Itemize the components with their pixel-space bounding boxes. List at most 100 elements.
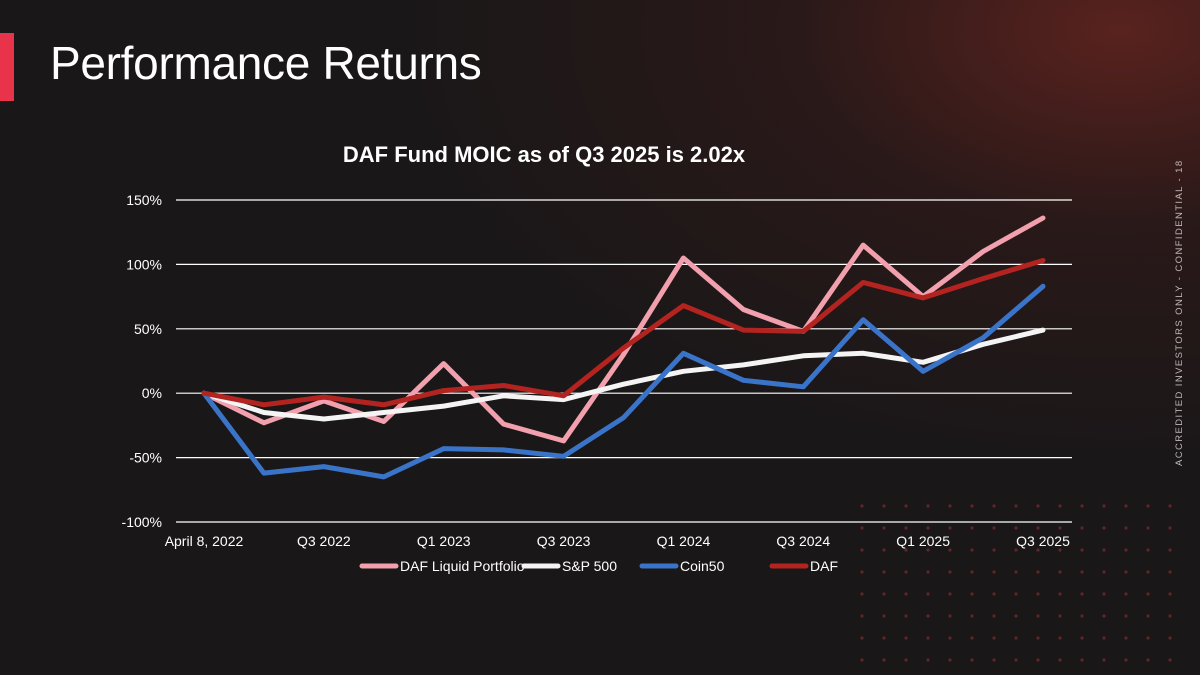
- decorative-dot: [1124, 526, 1128, 530]
- decorative-dot: [1036, 526, 1040, 530]
- decorative-dot: [904, 658, 908, 662]
- decorative-dot: [1102, 636, 1106, 640]
- decorative-dot: [948, 548, 952, 552]
- decorative-dot: [1124, 592, 1128, 596]
- decorative-dot: [882, 658, 886, 662]
- decorative-dot: [1036, 636, 1040, 640]
- decorative-dot: [1014, 658, 1018, 662]
- decorative-dot: [926, 592, 930, 596]
- decorative-dot: [1058, 504, 1062, 508]
- decorative-dot: [904, 570, 908, 574]
- decorative-dot: [948, 636, 952, 640]
- decorative-dot: [882, 504, 886, 508]
- decorative-dot: [860, 504, 864, 508]
- decorative-dot: [1080, 636, 1084, 640]
- decorative-dot: [1080, 548, 1084, 552]
- decorative-dot: [1058, 636, 1062, 640]
- decorative-dot: [860, 592, 864, 596]
- decorative-dot: [882, 592, 886, 596]
- legend-label: DAF Liquid Portfolio: [400, 558, 525, 574]
- decorative-dot: [1146, 614, 1150, 618]
- decorative-dot: [904, 548, 908, 552]
- decorative-dot: [992, 526, 996, 530]
- decorative-dot: [926, 526, 930, 530]
- decorative-dot: [1058, 592, 1062, 596]
- decorative-dot: [1080, 592, 1084, 596]
- decorative-dot: [926, 658, 930, 662]
- chart-series: [201, 215, 1046, 480]
- decorative-dot: [926, 636, 930, 640]
- decorative-dot: [926, 504, 930, 508]
- decorative-dot: [1168, 614, 1172, 618]
- chart-gridlines: [176, 199, 1072, 523]
- decorative-dot: [1102, 658, 1106, 662]
- decorative-dot: [970, 548, 974, 552]
- decorative-dot: [904, 526, 908, 530]
- decorative-dot: [948, 592, 952, 596]
- decorative-dot: [1080, 504, 1084, 508]
- y-axis-tick-labels: 150% 100% 50% 0% -50% -100%: [122, 192, 162, 530]
- decorative-dot: [1146, 658, 1150, 662]
- x-tick-label: Q3 2025: [1016, 533, 1070, 549]
- decorative-dot: [970, 570, 974, 574]
- decorative-dot: [1168, 504, 1172, 508]
- decorative-dot: [1014, 526, 1018, 530]
- chart-legend: DAF Liquid Portfolio S&P 500 Coin50 DAF: [359, 558, 838, 574]
- decorative-dot: [1102, 526, 1106, 530]
- y-tick-label: -100%: [122, 514, 162, 530]
- decorative-dot: [1036, 548, 1040, 552]
- decorative-dot: [970, 614, 974, 618]
- decorative-dot: [1058, 526, 1062, 530]
- decorative-dot: [970, 658, 974, 662]
- decorative-dot: [1036, 504, 1040, 508]
- decorative-dot: [1036, 592, 1040, 596]
- decorative-dot: [882, 570, 886, 574]
- decorative-dot: [1058, 614, 1062, 618]
- decorative-dot: [1146, 592, 1150, 596]
- x-tick-label: Q1 2025: [896, 533, 950, 549]
- y-tick-label: 100%: [126, 256, 162, 272]
- decorative-dot: [1102, 504, 1106, 508]
- decorative-dot: [992, 548, 996, 552]
- decorative-dot: [1036, 658, 1040, 662]
- decorative-dot: [860, 636, 864, 640]
- decorative-dot: [1146, 570, 1150, 574]
- y-tick-label: 150%: [126, 192, 162, 208]
- decorative-dot: [992, 636, 996, 640]
- decorative-dot: [970, 526, 974, 530]
- decorative-dot: [970, 504, 974, 508]
- decorative-dot: [860, 570, 864, 574]
- decorative-dot: [992, 592, 996, 596]
- page-title: Performance Returns: [50, 37, 482, 89]
- decorative-dot: [1058, 570, 1062, 574]
- x-tick-label: Q1 2024: [657, 533, 711, 549]
- decorative-dot: [1014, 614, 1018, 618]
- x-tick-label: Q3 2023: [537, 533, 591, 549]
- legend-item: Coin50: [639, 558, 725, 574]
- x-tick-label: Q3 2022: [297, 533, 351, 549]
- decorative-dot: [948, 504, 952, 508]
- decorative-dot: [1080, 658, 1084, 662]
- series-line-daf: [201, 258, 1046, 408]
- decorative-dot: [882, 614, 886, 618]
- decorative-dot: [1124, 548, 1128, 552]
- decorative-dot: [1168, 570, 1172, 574]
- decorative-dot: [1146, 636, 1150, 640]
- decorative-dot: [1124, 570, 1128, 574]
- legend-item: DAF Liquid Portfolio: [359, 558, 525, 574]
- decorative-dot: [1168, 548, 1172, 552]
- decorative-dot: [860, 658, 864, 662]
- y-tick-label: -50%: [129, 450, 162, 466]
- decorative-dot: [904, 614, 908, 618]
- decorative-dot: [948, 658, 952, 662]
- decorative-dot: [1124, 504, 1128, 508]
- decorative-dot: [882, 636, 886, 640]
- decorative-dot: [904, 504, 908, 508]
- legend-label: S&P 500: [562, 558, 617, 574]
- legend-item: S&P 500: [521, 558, 617, 574]
- decorative-dot: [1146, 504, 1150, 508]
- decorative-dot: [1036, 570, 1040, 574]
- decorative-dot: [1080, 614, 1084, 618]
